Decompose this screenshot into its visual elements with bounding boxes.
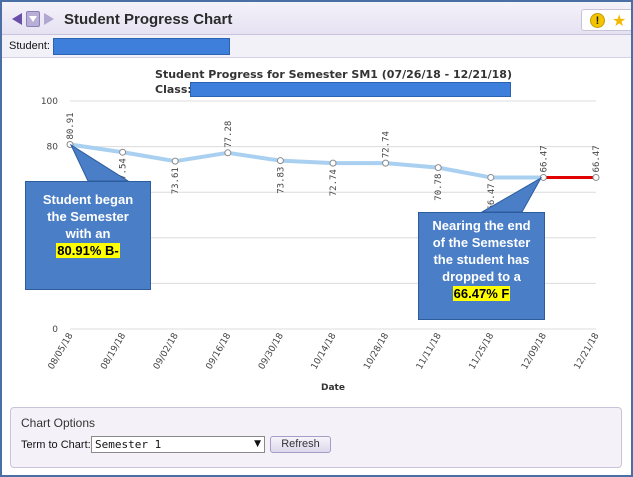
title-bar: Student Progress Chart ! ★: [2, 2, 631, 35]
forward-arrow-icon[interactable]: [42, 11, 56, 27]
page-title: Student Progress Chart: [64, 11, 233, 28]
chart-options-title: Chart Options: [21, 416, 96, 430]
data-label: 73.61: [171, 167, 181, 194]
x-axis-label: Date: [321, 383, 345, 393]
class-name-field: [190, 82, 511, 97]
x-tick-label: 11/25/18: [468, 331, 497, 371]
toolbar-actions: ! ★: [581, 9, 631, 31]
data-label: 66.47: [487, 183, 497, 210]
chart-options-panel: Chart Options Term to Chart: Semester 1 …: [10, 407, 622, 468]
back-arrow-icon[interactable]: [10, 11, 24, 27]
x-tick-label: 12/21/18: [573, 331, 602, 371]
data-label: 66.47: [592, 145, 602, 172]
data-label: 73.83: [276, 167, 286, 194]
callout-end-line: of the Semester: [432, 235, 531, 250]
student-label: Student:: [9, 40, 50, 52]
x-tick-label: 09/30/18: [257, 331, 286, 371]
term-select-value: Semester 1: [95, 438, 162, 451]
callout-end-grade: 66.47% F: [452, 286, 511, 301]
data-label: 77.54: [119, 158, 129, 185]
callout-end-line: Nearing the end: [432, 218, 531, 233]
x-tick-label: 12/09/18: [520, 331, 549, 371]
data-point: [434, 164, 442, 172]
callout-start-line: with an: [65, 226, 111, 241]
callout-start-line: Student began: [42, 192, 134, 207]
student-name-field: [53, 38, 230, 55]
data-label: 66.47: [539, 145, 549, 172]
data-point: [171, 157, 179, 165]
callout-start-line: the Semester: [47, 209, 129, 224]
data-point: [119, 148, 127, 156]
x-tick-label: 10/28/18: [362, 331, 391, 371]
term-select[interactable]: Semester 1 ▼: [91, 436, 265, 453]
x-tick-label: 09/16/18: [205, 331, 234, 371]
x-tick-label: 11/11/18: [415, 331, 444, 371]
data-point: [276, 157, 284, 165]
data-point: [382, 159, 390, 167]
data-point: [329, 159, 337, 167]
dropdown-arrow-icon: ▼: [254, 439, 261, 449]
callout-end-line: the student has: [433, 252, 530, 267]
y-tick-label: 0: [52, 325, 58, 335]
menu-icon[interactable]: [26, 11, 40, 27]
data-label: 70.78: [434, 174, 444, 201]
y-tick-label: 100: [41, 97, 58, 107]
data-label: 80.91: [66, 112, 76, 139]
chart-title: Student Progress for Semester SM1 (07/26…: [155, 68, 512, 81]
y-tick-label: 80: [47, 143, 59, 153]
x-tick-label: 09/02/18: [152, 331, 181, 371]
data-label: 72.74: [382, 131, 392, 158]
data-point: [224, 149, 232, 157]
series-line: [69, 142, 544, 180]
refresh-button[interactable]: Refresh: [270, 436, 331, 453]
data-label: 77.28: [224, 121, 234, 148]
callout-end-line: dropped to a: [442, 269, 521, 284]
favorite-star-icon[interactable]: ★: [612, 13, 627, 30]
data-point: [539, 173, 547, 181]
callout-end: Nearing the end of the Semester the stud…: [418, 212, 545, 320]
data-point: [487, 173, 495, 181]
x-tick-label: 08/19/18: [99, 331, 128, 371]
callout-start: Student began the Semester with an 80.91…: [25, 181, 151, 290]
data-label: 72.74: [329, 169, 339, 196]
term-label: Term to Chart:: [21, 439, 91, 451]
x-tick-label: 08/05/18: [47, 331, 76, 371]
x-tick-label: 10/14/18: [310, 331, 339, 371]
alert-icon[interactable]: !: [590, 13, 605, 28]
callout-start-grade: 80.91% B-: [56, 243, 120, 258]
class-label: Class:: [155, 83, 192, 96]
student-row: Student:: [2, 35, 631, 58]
data-point: [592, 173, 600, 181]
